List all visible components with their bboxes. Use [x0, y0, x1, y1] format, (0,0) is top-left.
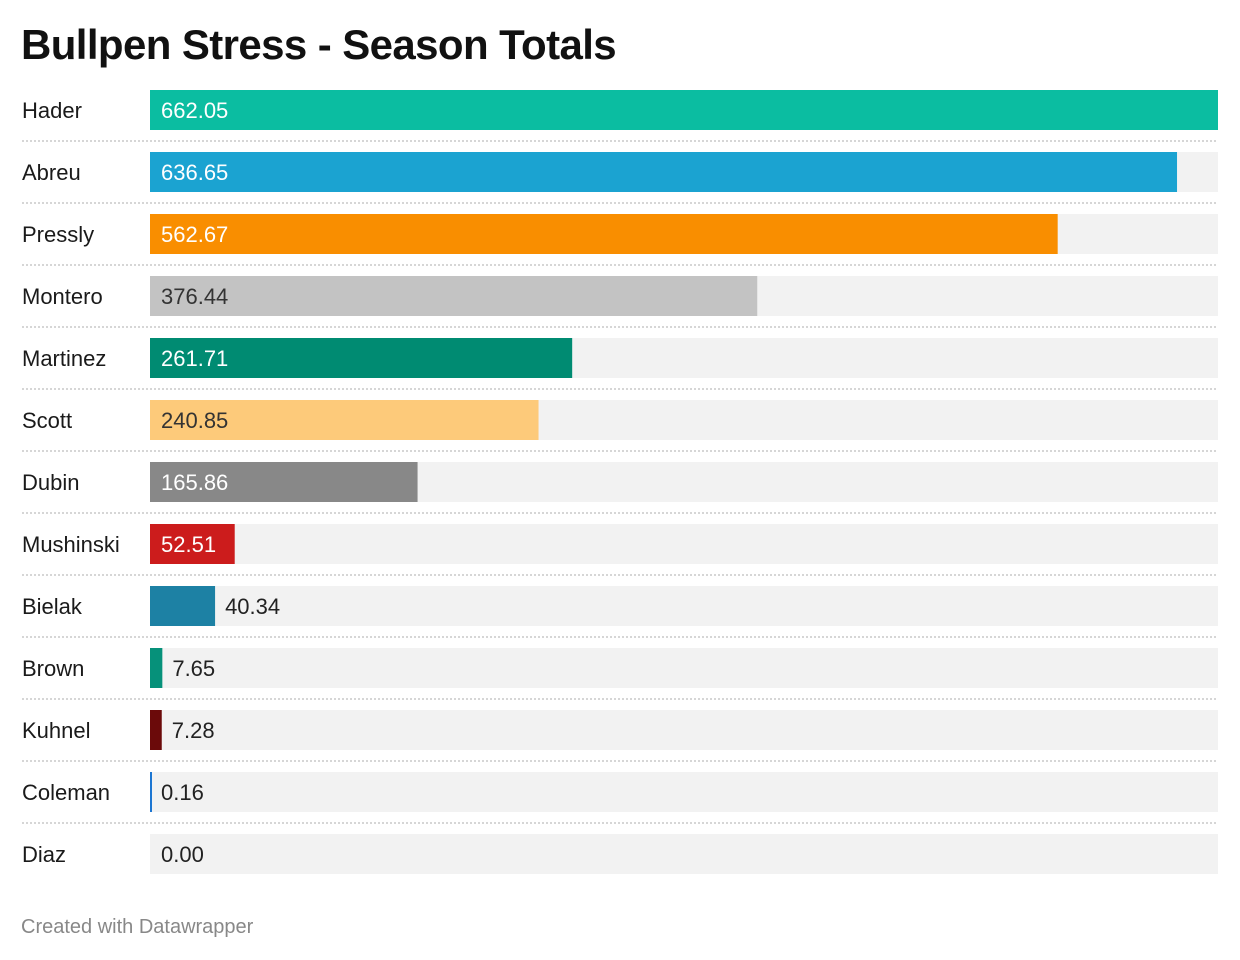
bar: [150, 710, 162, 750]
bar: [150, 276, 758, 316]
bar: [150, 400, 539, 440]
bar: [150, 462, 418, 502]
row-label: Scott: [22, 408, 72, 433]
row-label: Coleman: [22, 780, 110, 805]
bar: [150, 152, 1178, 192]
bar: [150, 648, 163, 688]
bar: [150, 586, 216, 626]
value-label: 0.16: [161, 780, 204, 805]
row-label: Martinez: [22, 346, 106, 371]
row-label: Montero: [22, 284, 103, 309]
value-label: 52.51: [161, 532, 216, 557]
row-label: Hader: [22, 98, 82, 123]
chart-title: Bullpen Stress - Season Totals: [21, 21, 617, 68]
bar: [150, 524, 235, 564]
value-label: 165.86: [161, 470, 228, 495]
value-label: 240.85: [161, 408, 228, 433]
row-label: Mushinski: [22, 532, 120, 557]
row-label: Brown: [22, 656, 84, 681]
bar-track: [150, 524, 1218, 564]
bar: [150, 772, 152, 812]
bar-track: [150, 648, 1218, 688]
value-label: 636.65: [161, 160, 228, 185]
value-label: 40.34: [225, 594, 280, 619]
footer-credit: Created with Datawrapper: [21, 916, 254, 938]
bar-track: [150, 772, 1218, 812]
value-label: 7.28: [172, 718, 215, 743]
row-label: Abreu: [22, 160, 81, 185]
value-label: 0.00: [161, 842, 204, 867]
row-label: Dubin: [22, 470, 79, 495]
row-label: Pressly: [22, 222, 94, 247]
value-label: 7.65: [172, 656, 215, 681]
row-label: Diaz: [22, 842, 66, 867]
bar-track: [150, 834, 1218, 874]
value-label: 662.05: [161, 98, 228, 123]
row-label: Bielak: [22, 594, 83, 619]
bar-track: [150, 710, 1218, 750]
row-label: Kuhnel: [22, 718, 91, 743]
value-label: 261.71: [161, 346, 228, 371]
bar-track: [150, 586, 1218, 626]
bar: [150, 338, 573, 378]
bar: [150, 90, 1218, 130]
value-label: 376.44: [161, 284, 228, 309]
value-label: 562.67: [161, 222, 228, 247]
bar: [150, 214, 1058, 254]
